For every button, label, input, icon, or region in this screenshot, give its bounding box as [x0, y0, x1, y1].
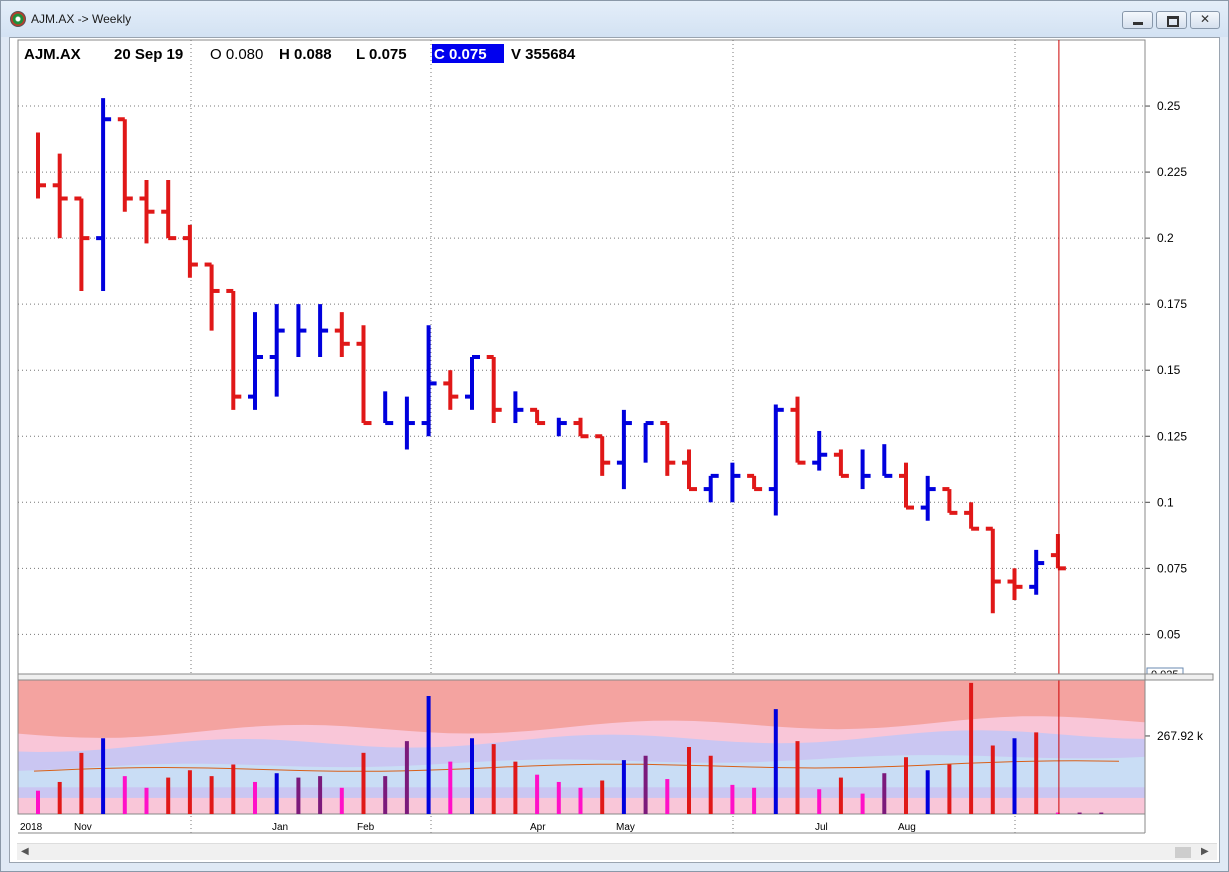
- ohlc-bar[interactable]: [96, 98, 112, 291]
- ohlc-bar[interactable]: [356, 325, 372, 426]
- y-tick-label: 0.125: [1157, 429, 1187, 443]
- y-tick-label: 0.075: [1157, 561, 1187, 575]
- x-tick-label: Apr: [530, 822, 546, 833]
- volume-average-line: [33, 760, 1120, 772]
- ohlc-bar[interactable]: [1007, 568, 1023, 601]
- y-tick-label: 0.2: [1157, 231, 1174, 245]
- ohlc-bar[interactable]: [643, 421, 654, 463]
- ohlc-bar[interactable]: [226, 288, 242, 410]
- volume-label: V 355684: [511, 46, 576, 63]
- ohlc-bar[interactable]: [334, 312, 350, 357]
- ohlc-bar[interactable]: [318, 304, 329, 357]
- ohlc-bar[interactable]: [882, 444, 893, 478]
- horizontal-scrollbar[interactable]: ◀ ▶: [17, 843, 1217, 860]
- ohlc-bar[interactable]: [703, 473, 719, 503]
- low-label: L 0.075: [356, 46, 407, 63]
- pane-separator[interactable]: [17, 673, 1214, 681]
- ohlc-bar[interactable]: [52, 153, 68, 239]
- price-chart[interactable]: 0.250.2250.20.1750.150.1250.10.0750.050.…: [10, 38, 1219, 838]
- ohlc-bar[interactable]: [899, 462, 914, 510]
- open-label: O 0.080: [210, 46, 263, 63]
- ohlc-bar[interactable]: [530, 407, 546, 426]
- ohlc-bar[interactable]: [942, 487, 958, 515]
- scroll-left-arrow-icon[interactable]: ◀: [21, 846, 29, 857]
- ohlc-bar[interactable]: [964, 502, 980, 531]
- x-tick-label: 2018: [20, 822, 43, 833]
- window-title: AJM.AX -> Weekly: [31, 12, 132, 26]
- y-tick-label: 0.1: [1157, 495, 1174, 509]
- date-label: 20 Sep 19: [114, 46, 183, 63]
- x-tick-label: Nov: [74, 822, 92, 833]
- y-tick-label: 0.25: [1157, 99, 1181, 113]
- ohlc-bar[interactable]: [269, 304, 285, 397]
- ohlc-bar[interactable]: [595, 434, 611, 476]
- ohlc-bar[interactable]: [139, 180, 155, 244]
- ohlc-bar[interactable]: [730, 462, 741, 503]
- ohlc-bar[interactable]: [74, 196, 90, 291]
- symbol-label: AJM.AX: [24, 46, 81, 63]
- y-tick-label: 0.15: [1157, 363, 1181, 377]
- x-tick-label: Feb: [357, 822, 375, 833]
- close-button[interactable]: [1190, 11, 1220, 29]
- ohlc-bar[interactable]: [747, 473, 763, 492]
- close-highlight: [432, 44, 504, 63]
- ohlc-bar[interactable]: [573, 417, 589, 439]
- ohlc-bar[interactable]: [833, 449, 849, 478]
- ohlc-bar[interactable]: [556, 417, 567, 437]
- close-label: C 0.075: [434, 46, 487, 63]
- y-tick-label: 0.225: [1157, 165, 1187, 179]
- x-tick-label: Aug: [898, 822, 916, 833]
- app-chart-icon[interactable]: [10, 11, 26, 27]
- title-bar[interactable]: AJM.AX -> Weekly: [1, 1, 1228, 37]
- ohlc-bar[interactable]: [616, 409, 632, 490]
- y-tick-label: 0.175: [1157, 297, 1187, 311]
- ohlc-bar[interactable]: [682, 449, 697, 492]
- x-tick-label: Jul: [815, 822, 828, 833]
- ohlc-bar[interactable]: [768, 404, 784, 516]
- scroll-thumb[interactable]: [1175, 847, 1191, 858]
- minimize-button[interactable]: [1122, 11, 1153, 29]
- chart-area[interactable]: 0.250.2250.20.1750.150.1250.10.0750.050.…: [9, 37, 1220, 863]
- ohlc-bar[interactable]: [421, 325, 437, 437]
- ohlc-bar[interactable]: [383, 391, 394, 426]
- ohlc-bar[interactable]: [443, 370, 459, 410]
- ohlc-bar[interactable]: [860, 449, 871, 490]
- y-tick-label: 0.05: [1157, 627, 1181, 641]
- price-pane[interactable]: [17, 39, 1146, 675]
- ohlc-bar[interactable]: [296, 304, 307, 357]
- ohlc-bar[interactable]: [920, 475, 936, 521]
- scroll-right-arrow-icon[interactable]: ▶: [1201, 846, 1209, 857]
- ohlc-bar[interactable]: [117, 117, 133, 212]
- ohlc-bar[interactable]: [812, 430, 828, 471]
- ohlc-bar[interactable]: [404, 396, 415, 450]
- ohlc-bar[interactable]: [182, 224, 198, 278]
- ohlc-bar[interactable]: [204, 262, 220, 331]
- x-tick-label: May: [616, 822, 635, 833]
- ohlc-bar[interactable]: [486, 355, 502, 424]
- ohlc-bar[interactable]: [985, 526, 1001, 614]
- ohlc-bar[interactable]: [790, 396, 806, 465]
- x-tick-label: Jan: [272, 822, 288, 833]
- ohlc-bar[interactable]: [1029, 549, 1045, 595]
- ohlc-bar[interactable]: [161, 180, 177, 241]
- high-label: H 0.088: [279, 46, 332, 63]
- ohlc-bar[interactable]: [248, 312, 263, 410]
- ohlc-bar[interactable]: [36, 132, 46, 199]
- ohlc-bar[interactable]: [660, 421, 676, 476]
- ohlc-bar[interactable]: [465, 355, 480, 410]
- maximize-button[interactable]: [1156, 11, 1187, 29]
- ohlc-bar[interactable]: [513, 391, 524, 424]
- volume-tick-label: 267.92 k: [1157, 729, 1204, 743]
